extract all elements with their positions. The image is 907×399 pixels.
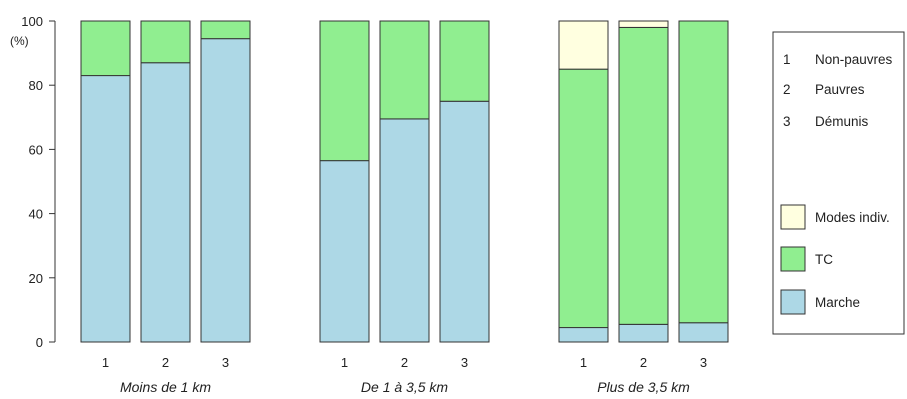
x-tick-label: 3 [222,355,229,370]
y-unit-label: (%) [10,34,29,48]
bar-segment [558,327,609,343]
legend-category-label: Non-pauvres [815,52,893,67]
bar-segment [80,20,131,77]
bar-segment [618,323,669,343]
x-tick-label: 1 [580,355,587,370]
legend-category-key: 1 [783,52,791,67]
y-tick-label: 20 [29,271,43,286]
bar-segment [618,20,669,28]
x-tick-label: 3 [461,355,468,370]
bar-segment [558,20,609,70]
x-tick-label: 3 [700,355,707,370]
bar-segment [439,100,490,343]
x-tick-label: 1 [102,355,109,370]
bar-segment [319,20,370,162]
legend-mode-label: TC [815,252,833,267]
legend-box [772,31,905,335]
x-tick-label: 2 [401,355,408,370]
group-label: Plus de 3,5 km [597,379,690,395]
legend-swatch [780,289,806,315]
legend-mode-label: Modes indiv. [815,210,890,225]
group-labels: Moins de 1 km De 1 à 3,5 km Plus de 3,5 km [120,379,690,395]
legend-category-key: 2 [783,82,791,97]
legend-swatch [780,204,806,230]
y-tick-label: 60 [29,142,43,157]
bar-segment [140,20,191,64]
y-tick-label: 0 [36,335,43,350]
bar-segment [678,322,729,343]
y-tick-label: 100 [21,14,43,29]
x-tick-label: 2 [640,355,647,370]
bar-segment [319,160,370,343]
y-tick-label: 80 [29,78,43,93]
bar-segment [140,62,191,343]
x-tick-label: 1 [341,355,348,370]
group-label: De 1 à 3,5 km [361,379,448,395]
bar-segment [200,38,251,343]
bar-segment [379,118,430,343]
legend: 1 Non-pauvres 2 Pauvres 3 Démunis Modes indiv.… [772,31,905,335]
group-label: Moins de 1 km [120,379,211,395]
legend-swatch [780,246,806,272]
y-tick-label: 40 [29,207,43,222]
legend-mode-label: Marche [815,295,860,310]
bar-segment [200,20,251,40]
x-tick-label: 2 [162,355,169,370]
bar-segment [80,75,131,343]
bar-segment [618,26,669,325]
legend-category-label: Pauvres [815,82,865,97]
bar-segment [379,20,430,120]
legend-category-label: Démunis [815,114,869,129]
bar-segment [439,20,490,102]
bars [80,20,729,343]
y-axis: 0 20 40 60 80 100 [21,14,56,350]
bar-segment [558,68,609,329]
legend-category-key: 3 [783,114,791,129]
bar-segment [678,20,729,324]
x-tick-labels: 1 2 3 1 2 3 1 2 3 [102,355,707,370]
